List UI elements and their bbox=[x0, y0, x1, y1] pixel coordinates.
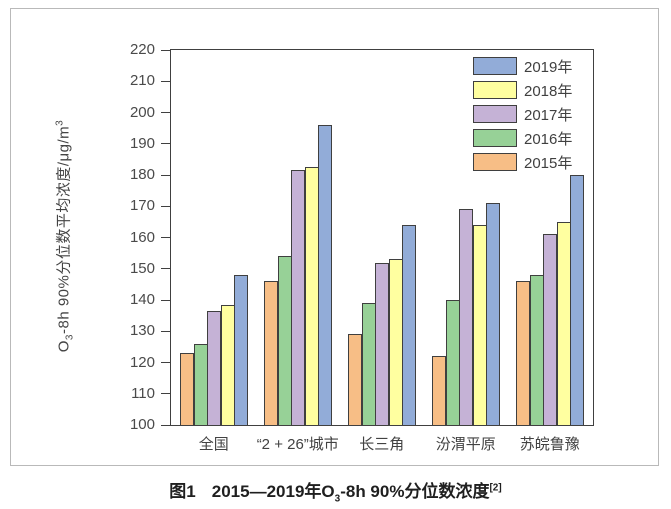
legend-item: 2019年 bbox=[473, 57, 573, 76]
plot-area: 100 110 120 130 140 150 160 170 180 190 200 210 220 … bbox=[130, 42, 594, 453]
bar-2016年-长三角 bbox=[362, 303, 376, 425]
legend-item: 2016年 bbox=[473, 129, 573, 148]
bar-2016年-苏皖鲁豫 bbox=[530, 275, 544, 425]
y-tick bbox=[161, 424, 170, 426]
bar-2017年-汾渭平原 bbox=[459, 209, 473, 425]
x-category-label: 汾渭平原 bbox=[435, 436, 496, 453]
bar-2017年-苏皖鲁豫 bbox=[543, 234, 557, 425]
y-tick-label: 160 bbox=[129, 228, 155, 246]
y-tick bbox=[161, 143, 170, 145]
legend-label: 2018年 bbox=[524, 82, 573, 100]
y-tick-label: 130 bbox=[129, 322, 155, 340]
y-tick-label: 170 bbox=[129, 197, 155, 215]
legend-label: 2019年 bbox=[524, 58, 573, 76]
y-tick-label: 180 bbox=[129, 166, 155, 183]
bar-2019年-“2 + 26”城市 bbox=[318, 125, 332, 425]
bar-2015年-苏皖鲁豫 bbox=[516, 281, 530, 425]
legend-label: 2016年 bbox=[524, 130, 573, 148]
bar-2015年-“2 + 26”城市 bbox=[264, 281, 278, 425]
x-category-label: 苏皖鲁豫 bbox=[519, 436, 580, 453]
y-tick bbox=[161, 393, 170, 395]
legend-swatch bbox=[473, 129, 517, 147]
y-tick bbox=[161, 49, 170, 51]
bar-2016年-全国 bbox=[194, 343, 208, 425]
bar-2018年-汾渭平原 bbox=[473, 225, 487, 425]
x-category-label: 长三角 bbox=[359, 436, 405, 453]
bar-2015年-汾渭平原 bbox=[432, 356, 446, 425]
bar-2019年-长三角 bbox=[402, 225, 416, 425]
y-tick-label: 120 bbox=[129, 353, 155, 371]
bar-2019年-汾渭平原 bbox=[486, 203, 500, 425]
y-tick bbox=[161, 112, 170, 113]
legend-item: 2017年 bbox=[473, 105, 573, 124]
bar-2017年-长三角 bbox=[375, 262, 389, 425]
y-tick bbox=[161, 330, 170, 332]
y-tick-label: 210 bbox=[129, 72, 155, 90]
legend-label: 2017年 bbox=[524, 106, 573, 124]
legend-swatch bbox=[473, 153, 517, 171]
bar-2015年-长三角 bbox=[348, 334, 362, 425]
bar-2016年-“2 + 26”城市 bbox=[278, 256, 292, 425]
y-tick bbox=[161, 237, 170, 238]
figure-caption: 图1 2015—2019年O3-8h 90%分位数浓度[2] bbox=[169, 482, 502, 505]
y-tick bbox=[161, 268, 170, 270]
bar-2017年-“2 + 26”城市 bbox=[291, 170, 305, 425]
y-tick-label: 140 bbox=[129, 291, 155, 308]
y-tick-label: 100 bbox=[129, 416, 155, 433]
y-axis-title: O3-8h 90%分位数平均浓度/μg/m3 bbox=[54, 119, 76, 353]
y-tick bbox=[161, 80, 170, 82]
bar-2017年-全国 bbox=[207, 310, 221, 425]
bar-2018年-全国 bbox=[221, 304, 235, 425]
bar-2019年-苏皖鲁豫 bbox=[570, 175, 584, 425]
x-category-label: “2 + 26”城市 bbox=[256, 436, 339, 453]
bar-2015年-全国 bbox=[180, 353, 194, 425]
y-tick bbox=[161, 362, 170, 363]
legend: 2019年 2018年 2017年 2016年 2015年 bbox=[473, 57, 573, 172]
legend-swatch bbox=[473, 105, 517, 123]
legend-label: 2015年 bbox=[524, 154, 573, 172]
legend-swatch bbox=[473, 57, 517, 75]
bar-2018年-苏皖鲁豫 bbox=[557, 221, 571, 425]
y-tick bbox=[161, 205, 170, 207]
y-tick-label: 220 bbox=[129, 41, 155, 58]
legend-item: 2015年 bbox=[473, 153, 573, 172]
legend-swatch bbox=[473, 81, 517, 99]
bar-2018年-“2 + 26”城市 bbox=[305, 167, 319, 425]
bar-2016年-汾渭平原 bbox=[446, 300, 460, 425]
y-tick-label: 200 bbox=[129, 103, 155, 121]
bar-2019年-全国 bbox=[234, 275, 248, 425]
legend-item: 2018年 bbox=[473, 81, 573, 100]
y-tick bbox=[161, 174, 170, 176]
y-tick-label: 190 bbox=[129, 134, 155, 152]
y-tick bbox=[161, 299, 170, 301]
bar-2018年-长三角 bbox=[389, 259, 403, 425]
y-tick-label: 150 bbox=[129, 259, 155, 277]
x-category-label: 全国 bbox=[198, 436, 229, 453]
y-tick-label: 110 bbox=[131, 384, 155, 402]
